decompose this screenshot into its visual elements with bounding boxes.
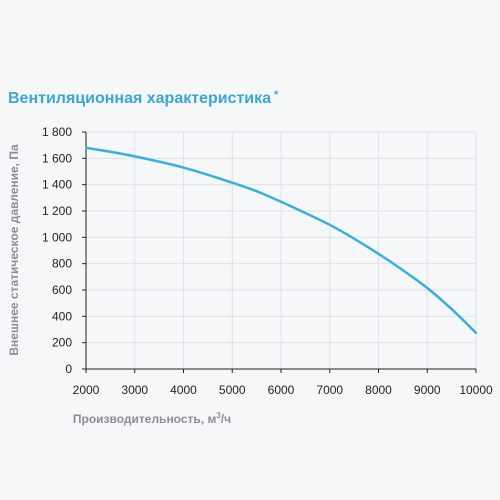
x-tick-label: 2000 (73, 383, 100, 397)
y-tick-label: 800 (52, 257, 72, 271)
y-tick-label: 1 600 (42, 151, 72, 165)
x-tick-label: 10000 (459, 383, 493, 397)
x-tick-label: 7000 (316, 383, 343, 397)
x-tick-label: 5000 (219, 383, 246, 397)
x-tick-label: 8000 (365, 383, 392, 397)
y-axis-title: Внешнее статическое давление, Па (7, 144, 21, 356)
y-tick-label: 600 (52, 283, 72, 297)
x-tick-label: 6000 (268, 383, 295, 397)
x-axis-title-main: Производительность, м (73, 412, 217, 426)
y-tick-label: 0 (65, 362, 72, 376)
x-tick-labels: 2000 3000 4000 5000 6000 7000 8000 9000 10000 (73, 383, 493, 397)
x-tick-label: 3000 (121, 383, 148, 397)
y-tick-label: 200 (52, 336, 72, 350)
x-axis-title-suffix: /ч (221, 412, 231, 426)
chart-title: Вентиляционная характеристика * (8, 89, 278, 108)
x-axis-title: Производительность, м3/ч (73, 411, 231, 426)
y-tick-label: 1 000 (42, 230, 72, 244)
x-tick-label: 4000 (170, 383, 197, 397)
x-tick-label: 9000 (414, 383, 441, 397)
series-group (84, 146, 478, 335)
y-tick-label: 1 200 (42, 204, 72, 218)
y-tick-label: 1 400 (42, 178, 72, 192)
chart-title-mark: * (274, 89, 279, 101)
y-tick-label: 1 800 (42, 125, 72, 139)
x-axis-title-sup: 3 (216, 411, 221, 420)
y-tick-label: 400 (52, 309, 72, 323)
axes (82, 131, 477, 373)
series-line (84, 146, 478, 335)
y-tick-labels: 0 200 400 600 800 1 000 1 200 1 400 1 600 1 800 (42, 125, 72, 376)
grid (86, 131, 477, 369)
chart-title-text: Вентиляционная характеристика (8, 90, 272, 107)
